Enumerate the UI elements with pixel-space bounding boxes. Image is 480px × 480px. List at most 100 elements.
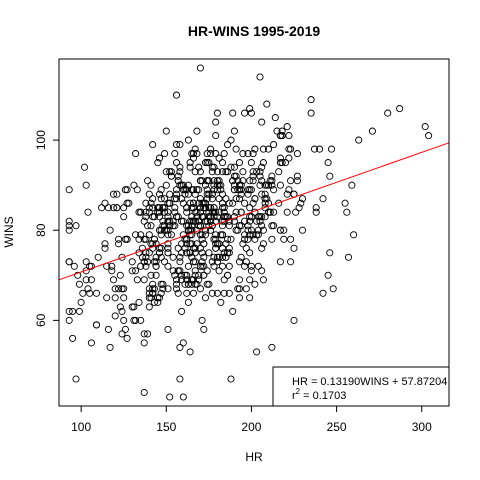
data-point [183, 235, 191, 243]
data-point [196, 208, 204, 216]
data-point [137, 262, 145, 270]
data-point [178, 307, 186, 315]
data-point [225, 244, 233, 252]
data-point [242, 285, 250, 293]
data-point [157, 289, 165, 297]
data-point [65, 316, 73, 324]
data-point [285, 132, 293, 140]
data-point [241, 231, 249, 239]
data-point [210, 208, 218, 216]
data-point [247, 213, 255, 221]
data-point [164, 262, 172, 270]
data-point [183, 222, 191, 230]
data-point [249, 172, 257, 180]
data-point [220, 204, 228, 212]
data-point [75, 280, 83, 288]
data-point [138, 244, 146, 252]
data-point [246, 276, 254, 284]
data-point [249, 177, 257, 185]
data-point [120, 294, 128, 302]
data-point [142, 213, 150, 221]
data-point [224, 271, 232, 279]
data-point [65, 186, 73, 194]
data-point [172, 285, 181, 293]
data-point [230, 172, 238, 180]
data-point [208, 222, 216, 230]
data-point [113, 190, 121, 198]
data-point [118, 307, 126, 315]
data-point [227, 163, 235, 171]
data-point [98, 204, 106, 212]
data-point [210, 204, 218, 212]
data-point [242, 244, 250, 252]
data-point [203, 195, 211, 203]
data-point [189, 199, 198, 207]
data-point [298, 226, 307, 234]
data-point [293, 150, 301, 158]
data-point [191, 168, 199, 176]
data-point [285, 154, 293, 162]
data-point [128, 267, 136, 275]
data-point [220, 289, 228, 297]
data-point [171, 222, 179, 230]
data-point [254, 231, 262, 239]
data-point [144, 258, 152, 266]
data-point [208, 195, 216, 203]
data-point [176, 343, 184, 351]
data-point [341, 199, 349, 207]
data-point [149, 204, 157, 212]
data-point [140, 276, 148, 284]
data-point [241, 262, 249, 270]
data-point [319, 195, 327, 203]
data-point [280, 235, 288, 243]
data-point [256, 181, 264, 189]
data-point [188, 276, 196, 284]
data-point [258, 213, 266, 221]
data-point [181, 271, 189, 279]
data-point [247, 226, 255, 234]
data-point [246, 204, 254, 212]
data-point [140, 339, 148, 347]
data-point [287, 258, 295, 266]
data-point [147, 294, 155, 302]
data-point [278, 127, 286, 135]
data-point [266, 208, 274, 216]
data-point [270, 186, 278, 194]
data-point [176, 181, 184, 189]
data-point [164, 240, 172, 248]
data-point [104, 325, 112, 333]
data-point [186, 199, 194, 207]
data-point [149, 280, 157, 288]
data-point [120, 204, 128, 212]
data-point [152, 240, 160, 248]
data-point [193, 150, 201, 158]
data-point [222, 195, 230, 203]
data-point [235, 222, 244, 230]
data-point [145, 208, 153, 216]
data-point [329, 285, 337, 293]
data-point [72, 375, 80, 383]
data-point [152, 271, 160, 279]
data-point [145, 190, 153, 198]
data-point [150, 235, 158, 243]
r-squared-exponent: 2 [296, 387, 301, 396]
data-point [115, 285, 123, 293]
data-point [176, 163, 184, 171]
data-point [149, 289, 157, 297]
data-point [188, 222, 196, 230]
data-point [140, 217, 148, 225]
data-point [344, 253, 353, 261]
regression-line [58, 142, 450, 281]
data-point [183, 204, 191, 212]
data-point [229, 109, 237, 117]
data-point [176, 141, 184, 149]
data-point [198, 316, 206, 324]
data-point [312, 204, 320, 212]
data-point [144, 177, 152, 185]
data-point [198, 199, 206, 207]
data-point [425, 132, 433, 140]
data-point [174, 177, 182, 185]
data-point [70, 262, 78, 270]
data-point [92, 289, 101, 297]
